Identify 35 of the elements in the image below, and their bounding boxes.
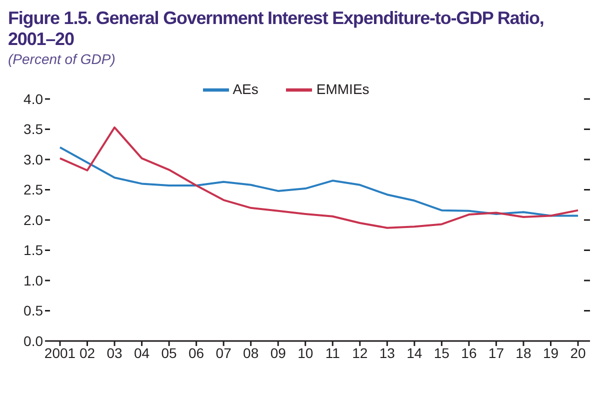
y-tick-label: 2.5 <box>24 182 44 198</box>
chart-subtitle: (Percent of GDP) <box>8 51 116 67</box>
x-tick-label: 04 <box>134 344 150 361</box>
x-tick-label: 12 <box>352 344 368 361</box>
chart-title: Figure 1.5. General Government Interest Expenditure-to-GDP Ratio, 2001–20 <box>8 8 545 50</box>
y-tick-label: 3.0 <box>24 151 44 168</box>
x-tick-label: 09 <box>270 344 286 361</box>
line-series <box>59 146 579 217</box>
x-tick-label: 15 <box>434 344 450 361</box>
x-tick-label: 13 <box>379 344 396 361</box>
x-tick-label: 03 <box>106 344 123 361</box>
y-tick-label: 2.0 <box>24 212 44 228</box>
y-tick-label: 0.5 <box>24 302 44 319</box>
line-series <box>59 126 579 229</box>
x-tick-label: 18 <box>516 344 532 361</box>
x-tick-label: 06 <box>188 344 204 361</box>
y-tick-label: 0.0 <box>24 332 44 349</box>
x-tick-label: 05 <box>161 344 178 361</box>
x-tick-label: 14 <box>406 344 422 361</box>
x-tick-label: 20 <box>570 344 586 361</box>
x-tick-label: 2001 <box>44 344 76 361</box>
x-tick-label: 19 <box>542 344 559 361</box>
x-tick-label: 02 <box>79 344 96 361</box>
y-tick-label: 4.0 <box>24 90 44 107</box>
x-tick-label: 16 <box>461 344 477 361</box>
x-tick-label: 07 <box>216 344 232 361</box>
y-tick-label: 1.5 <box>24 242 44 258</box>
x-tick-label: 08 <box>243 344 259 361</box>
x-tick-label: 10 <box>298 344 314 361</box>
legend-label: EMMIEs <box>316 80 370 97</box>
y-tick-label: 1.0 <box>24 272 44 288</box>
x-tick-label: 17 <box>488 344 504 361</box>
y-tick-label: 3.5 <box>24 121 44 138</box>
legend-label: AEs <box>232 80 258 97</box>
x-tick-label: 11 <box>325 344 340 361</box>
